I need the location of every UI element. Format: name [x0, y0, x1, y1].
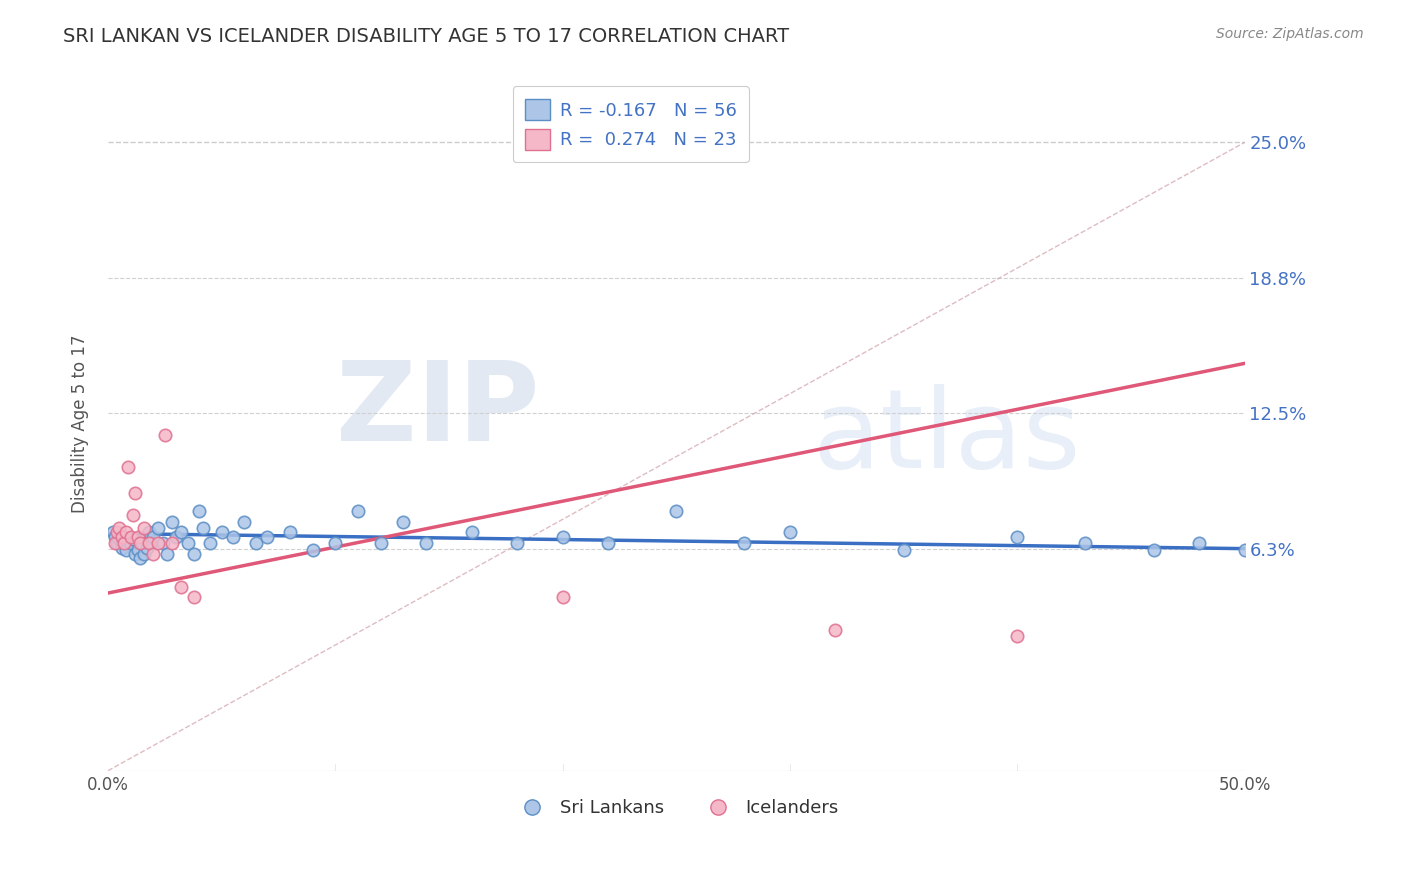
Point — [245, 536, 267, 550]
Point — [165, 530, 187, 544]
Point — [142, 547, 165, 561]
Point — [1188, 536, 1211, 550]
Point — [222, 530, 245, 544]
Point — [152, 536, 174, 550]
Point — [105, 525, 128, 540]
Point — [1074, 536, 1097, 550]
Point — [128, 536, 150, 550]
Point — [160, 515, 183, 529]
Point — [111, 541, 134, 555]
Point — [893, 542, 915, 557]
Point — [122, 532, 145, 546]
Point — [596, 536, 619, 550]
Point — [117, 460, 139, 475]
Text: atlas: atlas — [813, 384, 1081, 491]
Point — [104, 530, 127, 544]
Point — [108, 521, 131, 535]
Point — [141, 536, 163, 550]
Point — [101, 525, 124, 540]
Point — [127, 530, 149, 544]
Point — [370, 536, 392, 550]
Point — [124, 486, 146, 500]
Point — [156, 547, 179, 561]
Point — [138, 525, 160, 540]
Point — [233, 515, 256, 529]
Point — [142, 530, 165, 544]
Point — [111, 536, 134, 550]
Point — [127, 542, 149, 557]
Point — [460, 525, 482, 540]
Point — [131, 536, 153, 550]
Point — [278, 525, 301, 540]
Point — [824, 623, 846, 637]
Point — [134, 547, 156, 561]
Point — [153, 428, 176, 442]
Point — [1142, 542, 1164, 557]
Point — [301, 542, 323, 557]
Text: ZIP: ZIP — [336, 357, 540, 464]
Point — [211, 525, 233, 540]
Point — [170, 580, 193, 594]
Point — [112, 536, 135, 550]
Point — [108, 532, 131, 546]
Point — [146, 521, 169, 535]
Point — [146, 536, 169, 550]
Point — [183, 591, 205, 605]
Point — [779, 525, 801, 540]
Point — [122, 508, 145, 522]
Point — [193, 521, 215, 535]
Point — [176, 536, 198, 550]
Point — [134, 521, 156, 535]
Point — [347, 504, 370, 518]
Point — [160, 536, 183, 550]
Point — [115, 525, 138, 540]
Point — [1005, 629, 1028, 643]
Point — [115, 542, 138, 557]
Point — [187, 504, 209, 518]
Point — [170, 525, 193, 540]
Point — [111, 530, 134, 544]
Point — [135, 541, 157, 555]
Point — [124, 547, 146, 561]
Y-axis label: Disability Age 5 to 17: Disability Age 5 to 17 — [72, 334, 89, 513]
Point — [415, 536, 437, 550]
Point — [128, 551, 150, 566]
Text: Source: ZipAtlas.com: Source: ZipAtlas.com — [1216, 27, 1364, 41]
Point — [117, 534, 139, 549]
Text: SRI LANKAN VS ICELANDER DISABILITY AGE 5 TO 17 CORRELATION CHART: SRI LANKAN VS ICELANDER DISABILITY AGE 5… — [63, 27, 789, 45]
Point — [256, 530, 278, 544]
Point — [733, 536, 755, 550]
Point — [1005, 530, 1028, 544]
Point — [551, 530, 574, 544]
Point — [183, 547, 205, 561]
Point — [665, 504, 688, 518]
Point — [112, 530, 135, 544]
Point — [104, 536, 127, 550]
Point — [200, 536, 222, 550]
Point — [120, 536, 142, 550]
Point — [138, 536, 160, 550]
Point — [323, 536, 346, 550]
Point — [1233, 542, 1256, 557]
Point — [120, 530, 142, 544]
Point — [105, 536, 128, 550]
Point — [506, 536, 529, 550]
Legend: Sri Lankans, Icelanders: Sri Lankans, Icelanders — [508, 791, 845, 824]
Point — [551, 591, 574, 605]
Point — [392, 515, 415, 529]
